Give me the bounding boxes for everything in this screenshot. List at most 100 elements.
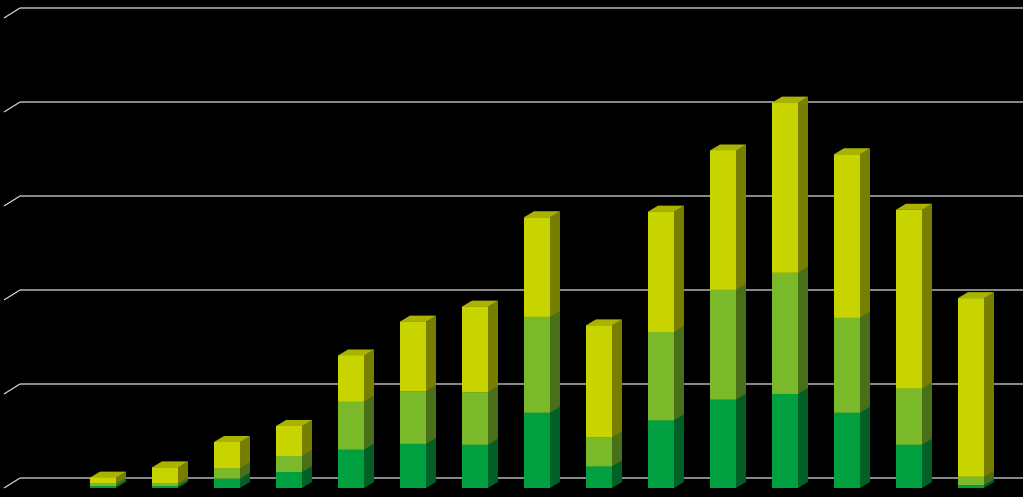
bar-segment [400,385,436,444]
bar-front [586,466,612,488]
bar-segment [338,395,374,450]
bar-side [984,479,994,488]
bar-front [710,289,736,400]
bar-front [276,472,302,488]
bar-side [984,292,994,477]
bar-side [364,349,374,402]
bar-side [922,382,932,445]
bar-top [152,461,188,468]
bar-top [276,419,312,426]
bar-side [798,96,808,273]
bar-segment [834,406,870,488]
grid-tick [3,195,21,207]
bar-side [798,266,808,394]
grid-tick [3,477,21,489]
bar-segment [152,461,188,484]
bar-side [860,406,870,488]
bar-side [240,472,250,488]
bar-front [524,217,550,317]
bar-side [612,319,622,438]
bar-side [302,419,312,457]
bar-front [834,154,860,318]
bar-front [834,317,860,413]
bar-side [302,450,312,473]
bar-side [116,471,126,484]
bar-segment [524,406,560,488]
bar-front [648,420,674,488]
bar-front [214,478,240,488]
bar-front [896,209,922,389]
bar-segment [214,435,250,469]
bar-front [834,412,860,488]
bar-segment [90,471,126,484]
bar-top [648,205,684,212]
bar-side [674,414,684,488]
bar-segment [400,315,436,392]
bar-side [178,477,188,487]
bar-front [276,456,302,473]
bar-side [426,315,436,392]
bar-front [338,449,364,488]
bar-front [338,401,364,450]
bar-segment [834,311,870,413]
bar-front [276,425,302,457]
bar-segment [648,414,684,488]
bar-front [586,437,612,467]
bar-front [90,483,116,487]
bar-segment [772,388,808,488]
bar-top [958,292,994,299]
bar-side [674,205,684,332]
bar-top [896,203,932,210]
bar-side [488,300,498,393]
bar-front [896,388,922,445]
bar-side [302,466,312,488]
bar-segment [710,393,746,488]
bar-front [524,316,550,413]
bar-segment [896,382,932,445]
bar-front [958,476,984,486]
bar-side [612,431,622,467]
bar-front [896,444,922,488]
bar-segment [834,148,870,318]
bar-front [152,467,178,484]
bar-segment [896,203,932,389]
bar-side [860,311,870,413]
bar-side [488,438,498,488]
bar-side [798,388,808,488]
bar-segment [896,438,932,488]
bar-side [550,211,560,317]
bar-front [214,441,240,469]
bar-segment [710,283,746,400]
grid-tick [3,101,21,113]
bar-front [648,211,674,332]
bar-segment [710,144,746,290]
bar-segment [524,211,560,317]
bar-top [524,211,560,218]
bar-front [710,150,736,290]
bar-front [772,394,798,488]
bar-segment [648,325,684,421]
bar-side [240,435,250,469]
bar-segment [462,386,498,445]
bar-side [612,460,622,488]
bar-segment [586,319,622,438]
bar-top [338,349,374,356]
bar-front [400,391,426,444]
bar-segment [772,266,808,394]
bar-side [550,310,560,413]
bar-side [240,462,250,479]
bar-segment [276,419,312,457]
bar-front [958,298,984,477]
bar-top [710,144,746,151]
bar-top [462,300,498,307]
bar-side [364,395,374,450]
bar-segment [462,300,498,393]
bar-side [426,437,436,488]
bar-front [462,392,488,445]
bar-top [772,96,808,103]
bar-segment [338,349,374,402]
bar-front [710,399,736,488]
bar-front [400,321,426,392]
bar-front [214,468,240,479]
bar-front [400,443,426,488]
